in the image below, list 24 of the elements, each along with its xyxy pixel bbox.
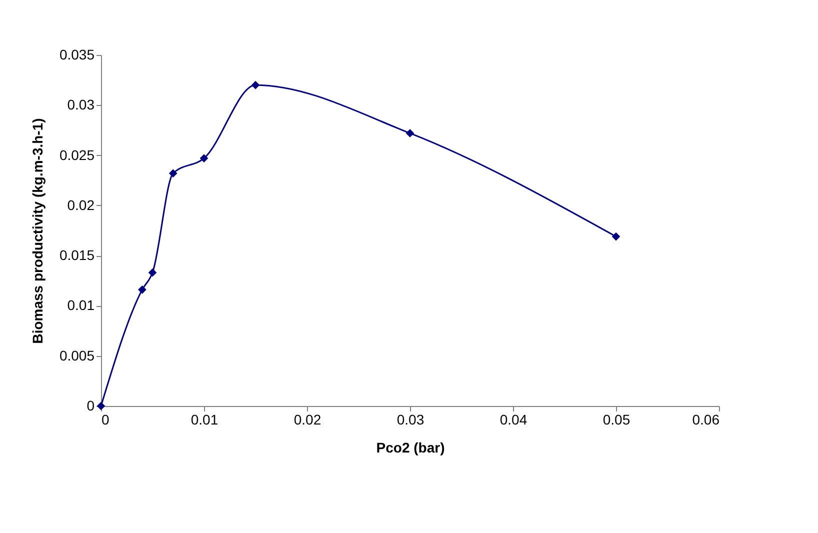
x-tick-label: 0.03	[396, 412, 424, 428]
point	[168, 169, 178, 178]
y-tick-label: 0.03	[67, 96, 95, 113]
point	[138, 285, 146, 294]
point	[200, 154, 208, 162]
x-tick-label: 0.05	[602, 412, 630, 428]
y-tick-label: 0.01	[67, 297, 95, 314]
y-tick-label: 0	[86, 398, 95, 414]
y-axis-title: Biomass productivity (kg.m-3.h-1)	[29, 118, 46, 344]
x-tick-label: 0.06	[692, 412, 720, 428]
y-tick-label: 0.035	[59, 46, 95, 62]
x-axis-title: Pco2 (bar)	[376, 440, 445, 456]
point	[148, 268, 157, 277]
point	[612, 232, 620, 241]
y-tick-label: 0.02	[67, 196, 95, 213]
y-tick-label: 0.015	[59, 247, 95, 264]
x-tick-label: 0.02	[294, 412, 322, 428]
point	[406, 129, 414, 138]
x-tick-label: 0.04	[500, 412, 528, 428]
y-tick-label: 0.005	[59, 347, 95, 364]
x-tick-label: 0	[102, 412, 110, 428]
x-tick-label: 0.01	[190, 412, 218, 428]
point	[251, 80, 260, 90]
y-tick-label: 0.025	[59, 146, 95, 163]
